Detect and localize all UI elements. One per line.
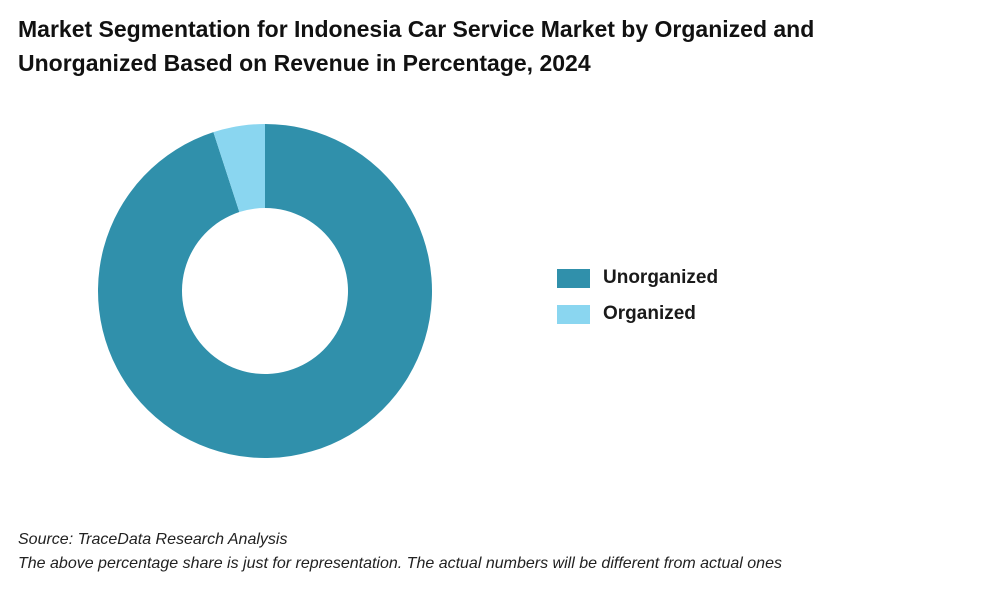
disclaimer-note: The above percentage share is just for r… (18, 555, 782, 572)
legend-label-organized: Organized (603, 303, 696, 324)
legend-label-unorganized: Unorganized (603, 267, 719, 288)
chart-legend: Unorganized Organized (557, 260, 718, 332)
slice-organized (213, 124, 265, 213)
chart-title: Market Segmentation for Indonesia Car Se… (18, 16, 815, 76)
legend-swatch-organized (557, 304, 590, 324)
source-note: Source: TraceData Research Analysis (18, 531, 288, 548)
chart-footer: Source: TraceData Research Analysis The … (18, 528, 782, 576)
legend-swatch-unorganized (557, 268, 590, 288)
slice-unorganized (98, 124, 433, 458)
legend-item-unorganized: Unorganized (557, 260, 718, 296)
legend-item-organized: Organized (557, 296, 718, 332)
